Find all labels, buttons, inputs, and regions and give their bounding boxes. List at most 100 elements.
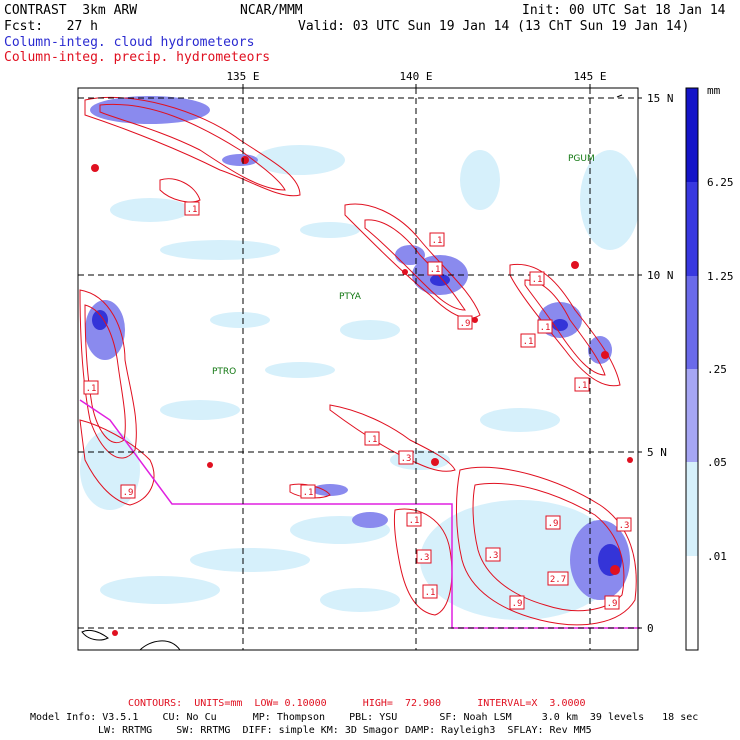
legend-precip-hydrometeors: Column-integ. precip. hydrometeors xyxy=(4,50,271,65)
colorbar-swatch xyxy=(686,182,698,276)
contour-label: .1 xyxy=(83,380,99,395)
contour-label: .1 xyxy=(300,484,316,499)
lat-label: 10 N xyxy=(647,269,674,282)
lon-label: 145 E xyxy=(573,70,606,83)
svg-text:.9: .9 xyxy=(512,599,523,609)
legend-cloud-hydrometeors: Column-integ. cloud hydrometeors xyxy=(4,35,255,50)
contour-label: .9 xyxy=(457,315,473,330)
colorbar-label: .01 xyxy=(707,550,727,563)
precip-contour xyxy=(509,263,621,387)
lon-label: 135 E xyxy=(226,70,259,83)
colorbar-swatch xyxy=(686,462,698,556)
svg-text:.1: .1 xyxy=(303,488,314,498)
colorbar-label: 1.25 xyxy=(707,270,734,283)
contour-label: 2.7 xyxy=(547,571,569,586)
svg-text:.3: .3 xyxy=(619,521,630,531)
station-ptya: PTYA xyxy=(339,292,362,302)
precip-contour xyxy=(84,96,301,197)
svg-text:.1: .1 xyxy=(430,265,441,275)
map-frame xyxy=(77,87,639,651)
contour-label: .1 xyxy=(529,271,545,286)
contour-label: .3 xyxy=(616,517,632,532)
cloud-patch xyxy=(160,240,280,260)
cloud-patch xyxy=(460,150,500,210)
precip-max xyxy=(472,317,478,323)
cloud-patch xyxy=(85,300,125,360)
svg-text:.1: .1 xyxy=(540,323,551,333)
colorbar-swatch xyxy=(686,369,698,462)
cloud-patch xyxy=(110,198,190,222)
colorbar-swatch xyxy=(686,556,698,650)
cloud-patch xyxy=(580,150,638,250)
svg-text:.3: .3 xyxy=(419,553,430,563)
contour-label: .1 xyxy=(520,333,536,348)
svg-text:.3: .3 xyxy=(488,551,499,561)
colorbar-unit: mm xyxy=(707,84,721,97)
island-outline xyxy=(139,640,181,650)
precip-max xyxy=(207,462,213,468)
contour-label: .3 xyxy=(398,450,414,465)
precip-max xyxy=(610,565,620,575)
cloud-patch xyxy=(395,245,425,265)
colorbar-label: .25 xyxy=(707,363,727,376)
svg-text:.1: .1 xyxy=(409,516,420,526)
svg-text:.9: .9 xyxy=(460,319,471,329)
svg-text:.9: .9 xyxy=(123,488,134,498)
cloud-patch xyxy=(190,548,310,572)
precip-max xyxy=(112,630,118,636)
plot-title: CONTRAST 3km ARW xyxy=(4,3,138,18)
cloud-patch xyxy=(100,576,220,604)
station-pgum: PGUM xyxy=(568,154,595,164)
contour-label: .9 xyxy=(545,515,561,530)
contour-label: .9 xyxy=(509,595,525,610)
contour-label: .1 xyxy=(422,584,438,599)
svg-text:.1: .1 xyxy=(432,236,443,246)
contour-label: .3 xyxy=(416,549,432,564)
cloud-patch xyxy=(340,320,400,340)
svg-text:.1: .1 xyxy=(577,381,588,391)
contour-labels: .1 .1 .1 .1 .1 .9 .1 .1 .1 .1 .3 .1 .9 .… xyxy=(83,201,632,610)
contour-label: .1 xyxy=(364,431,380,446)
cloud-patch xyxy=(265,362,335,378)
coastlines xyxy=(81,94,623,650)
cloud-patch xyxy=(160,400,240,420)
svg-text:.9: .9 xyxy=(548,519,559,529)
precip-contour xyxy=(472,482,625,612)
axis-labels: 135 E 140 E 145 E 15 N 10 N 5 N 0 xyxy=(226,70,673,635)
precip-maxima xyxy=(91,156,633,636)
lat-label: 5 N xyxy=(647,446,667,459)
lat-label: 0 xyxy=(647,622,654,635)
colorbar-frame xyxy=(685,87,699,651)
precip-contour xyxy=(79,419,155,506)
svg-text:.9: .9 xyxy=(607,599,618,609)
lat-label: 15 N xyxy=(647,92,674,105)
precip-contour xyxy=(159,178,201,203)
cloud-patch xyxy=(92,310,108,330)
precip-max xyxy=(241,156,249,164)
contour-label: .9 xyxy=(604,595,620,610)
svg-text:.1: .1 xyxy=(523,337,534,347)
cloud-patch xyxy=(320,588,400,612)
precip-max xyxy=(431,458,439,466)
cloud-patch xyxy=(300,222,360,238)
precip-contour xyxy=(456,466,637,626)
cloud-patch xyxy=(255,145,345,175)
cloud-patch xyxy=(352,512,388,528)
colorbar-swatch xyxy=(686,276,698,369)
precip-max xyxy=(91,164,99,172)
island-outline xyxy=(81,629,109,641)
station-ptro: PTRO xyxy=(212,367,236,377)
svg-text:.1: .1 xyxy=(86,384,97,394)
contour-label: .1 xyxy=(406,512,422,527)
contour-label: .1 xyxy=(427,261,443,276)
svg-text:2.7: 2.7 xyxy=(550,575,566,585)
svg-text:.3: .3 xyxy=(401,454,412,464)
precip-max xyxy=(402,269,408,275)
precip-contour xyxy=(393,508,453,616)
precip-contour xyxy=(99,103,286,191)
model-info-line-2: LW: RRTMG SW: RRTMG DIFF: simple KM: 3D … xyxy=(98,725,592,736)
svg-text:.1: .1 xyxy=(187,205,198,215)
precip-max xyxy=(601,351,609,359)
valid-time: Valid: 03 UTC Sun 19 Jan 14 (13 ChT Sun … xyxy=(298,19,690,34)
precip-max xyxy=(627,457,633,463)
